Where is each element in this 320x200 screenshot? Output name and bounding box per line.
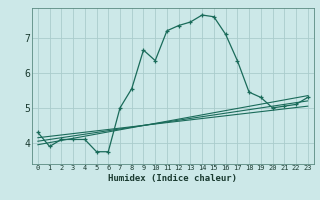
X-axis label: Humidex (Indice chaleur): Humidex (Indice chaleur)	[108, 174, 237, 183]
